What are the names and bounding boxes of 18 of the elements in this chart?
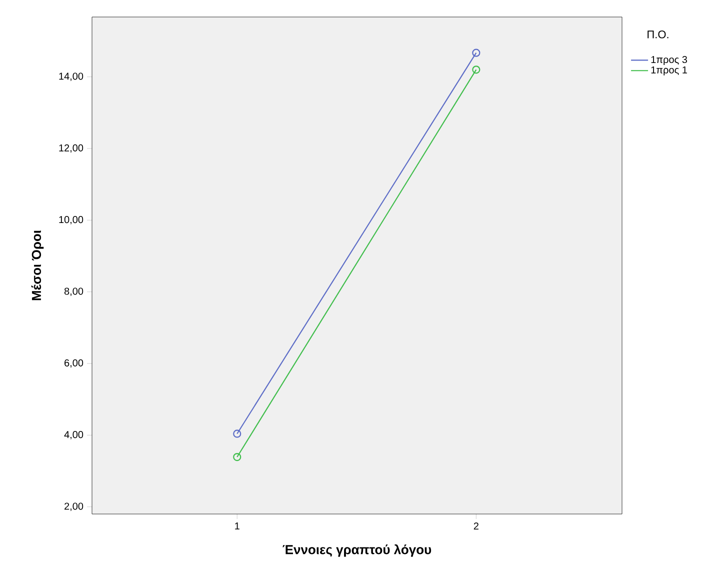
legend-label: 1προς 3 [651,56,688,66]
point [472,48,480,57]
x-axis-title: Έννοιες γραπτού λόγου [282,544,432,557]
legend-label: 1προς 1 [651,66,687,76]
y-tick-label: 8,00 [64,288,84,296]
y-tick-label: 6,00 [64,359,84,368]
y-tick-label: 4,00 [64,431,84,440]
y-axis-title: Μέσοι Όροι [31,230,44,300]
point [233,452,242,462]
y-tick-label: 2,00 [64,502,84,511]
y-tick-label: 10,00 [59,216,84,224]
y-tick-label: 12,00 [59,144,84,153]
y-tick-label: 14,00 [59,72,84,81]
legend-title: Π.Ο. [648,30,668,38]
point [472,66,480,74]
x-tick-label: 2 [474,522,478,530]
point [233,430,242,438]
x-tick-label: 1 [235,522,240,530]
